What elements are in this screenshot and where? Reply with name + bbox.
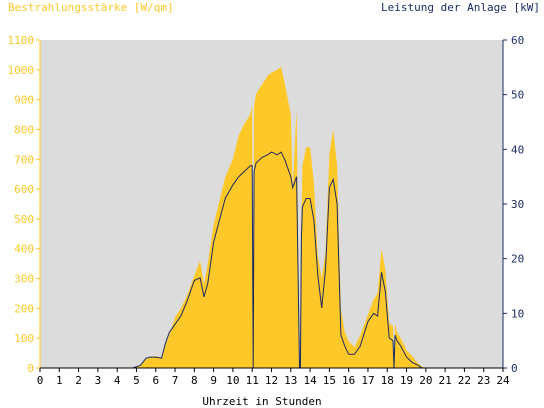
- x-tick-label: 13: [284, 374, 297, 387]
- x-tick-label: 3: [95, 374, 102, 387]
- x-tick-label: 9: [210, 374, 217, 387]
- right-tick-label: 40: [511, 143, 524, 156]
- x-tick-label: 6: [152, 374, 159, 387]
- x-tick-label: 16: [342, 374, 355, 387]
- left-tick-label: 700: [14, 153, 34, 166]
- right-axis-label: Leistung der Anlage [kW]: [381, 1, 540, 14]
- x-tick-label: 19: [400, 374, 413, 387]
- left-tick-label: 600: [14, 183, 34, 196]
- left-tick-label: 800: [14, 123, 34, 136]
- left-tick-label: 300: [14, 273, 34, 286]
- x-tick-label: 4: [114, 374, 121, 387]
- left-tick-label: 1100: [8, 34, 35, 47]
- left-tick-label: 200: [14, 302, 34, 315]
- left-tick-label: 900: [14, 94, 34, 107]
- power-line: [40, 151, 503, 369]
- x-tick-label: 11: [246, 374, 259, 387]
- x-tick-label: 0: [37, 374, 44, 387]
- left-axis-label: Bestrahlungsstärke [W/qm]: [8, 1, 174, 14]
- x-tick-label: 1: [56, 374, 63, 387]
- x-tick-label: 23: [477, 374, 490, 387]
- x-tick-label: 17: [361, 374, 374, 387]
- left-tick-label: 1000: [8, 64, 35, 77]
- x-tick-label: 2: [75, 374, 82, 387]
- x-tick-label: 7: [172, 374, 179, 387]
- x-tick-label: 5: [133, 374, 140, 387]
- x-tick-label: 22: [458, 374, 471, 387]
- x-tick-label: 8: [191, 374, 198, 387]
- right-tick-label: 10: [511, 307, 524, 320]
- x-tick-label: 20: [419, 374, 432, 387]
- x-tick-label: 21: [439, 374, 452, 387]
- x-tick-label: 18: [381, 374, 394, 387]
- x-tick-label: 14: [303, 374, 317, 387]
- left-tick-label: 0: [27, 362, 34, 375]
- right-tick-label: 0: [511, 362, 518, 375]
- left-tick-label: 100: [14, 332, 34, 345]
- x-axis-label: Uhrzeit in Stunden: [202, 395, 322, 408]
- irradiance-area: [40, 66, 503, 369]
- right-tick-label: 20: [511, 253, 524, 266]
- left-tick-label: 400: [14, 243, 34, 256]
- x-tick-label: 24: [496, 374, 510, 387]
- right-tick-label: 50: [511, 89, 524, 102]
- x-tick-label: 15: [323, 374, 336, 387]
- x-tick-label: 12: [265, 374, 278, 387]
- left-tick-label: 500: [14, 213, 34, 226]
- right-tick-label: 30: [511, 198, 524, 211]
- x-tick-label: 10: [226, 374, 239, 387]
- right-tick-label: 60: [511, 34, 524, 47]
